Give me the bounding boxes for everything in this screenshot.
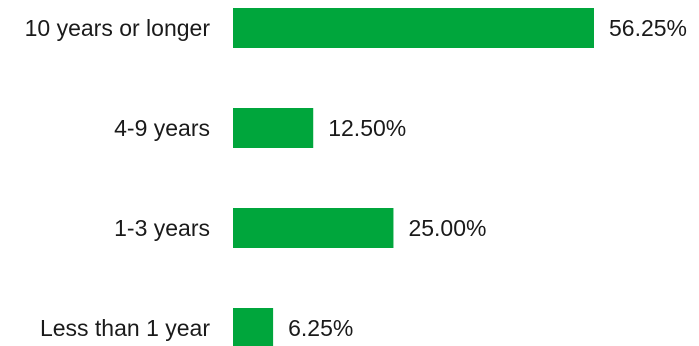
- bars-layer: [233, 8, 594, 346]
- bar-0: [233, 8, 594, 48]
- value-label-3: 6.25%: [288, 315, 353, 341]
- category-label-0: 10 years or longer: [25, 15, 211, 41]
- category-label-3: Less than 1 year: [40, 315, 210, 341]
- bar-2: [233, 208, 394, 248]
- category-label-1: 4-9 years: [114, 115, 210, 141]
- labels-layer: 10 years or longer 56.25% 4-9 years 12.50% 1…: [25, 15, 687, 341]
- value-label-0: 56.25%: [609, 15, 687, 41]
- bar-1: [233, 108, 314, 148]
- category-label-2: 1-3 years: [114, 215, 210, 241]
- bar-3: [233, 308, 274, 346]
- value-label-2: 25.00%: [408, 215, 486, 241]
- value-label-1: 12.50%: [328, 115, 406, 141]
